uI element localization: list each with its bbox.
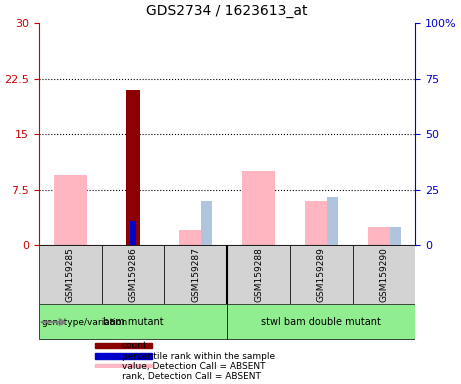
FancyBboxPatch shape xyxy=(227,304,415,339)
Bar xyxy=(95,353,152,359)
FancyBboxPatch shape xyxy=(39,245,101,304)
Bar xyxy=(367,227,401,245)
FancyBboxPatch shape xyxy=(290,245,353,304)
Text: GSM159287: GSM159287 xyxy=(191,247,200,302)
Text: GSM159286: GSM159286 xyxy=(129,247,137,302)
Text: genotype/variation: genotype/variation xyxy=(42,318,128,326)
FancyBboxPatch shape xyxy=(353,245,415,304)
Text: bam mutant: bam mutant xyxy=(103,317,163,327)
FancyBboxPatch shape xyxy=(39,304,227,339)
Bar xyxy=(201,201,212,245)
Text: GSM159289: GSM159289 xyxy=(317,247,326,302)
Bar xyxy=(95,374,152,379)
Bar xyxy=(390,227,401,245)
Bar xyxy=(130,221,136,245)
Bar xyxy=(179,230,212,245)
Text: stwl bam double mutant: stwl bam double mutant xyxy=(261,317,381,327)
Bar xyxy=(327,197,338,245)
Bar xyxy=(95,343,152,348)
FancyBboxPatch shape xyxy=(101,245,164,304)
Bar xyxy=(126,90,140,245)
Text: GSM159288: GSM159288 xyxy=(254,247,263,302)
Text: value, Detection Call = ABSENT: value, Detection Call = ABSENT xyxy=(122,362,265,371)
Text: GSM159290: GSM159290 xyxy=(379,247,389,302)
Title: GDS2734 / 1623613_at: GDS2734 / 1623613_at xyxy=(147,4,308,18)
Bar xyxy=(242,171,275,245)
Bar xyxy=(53,175,87,245)
Text: count: count xyxy=(122,341,147,350)
Bar xyxy=(95,364,152,369)
FancyBboxPatch shape xyxy=(164,245,227,304)
Text: GSM159285: GSM159285 xyxy=(65,247,75,302)
Text: rank, Detection Call = ABSENT: rank, Detection Call = ABSENT xyxy=(122,372,260,381)
Text: percentile rank within the sample: percentile rank within the sample xyxy=(122,351,275,361)
Bar xyxy=(305,201,338,245)
FancyBboxPatch shape xyxy=(227,245,290,304)
